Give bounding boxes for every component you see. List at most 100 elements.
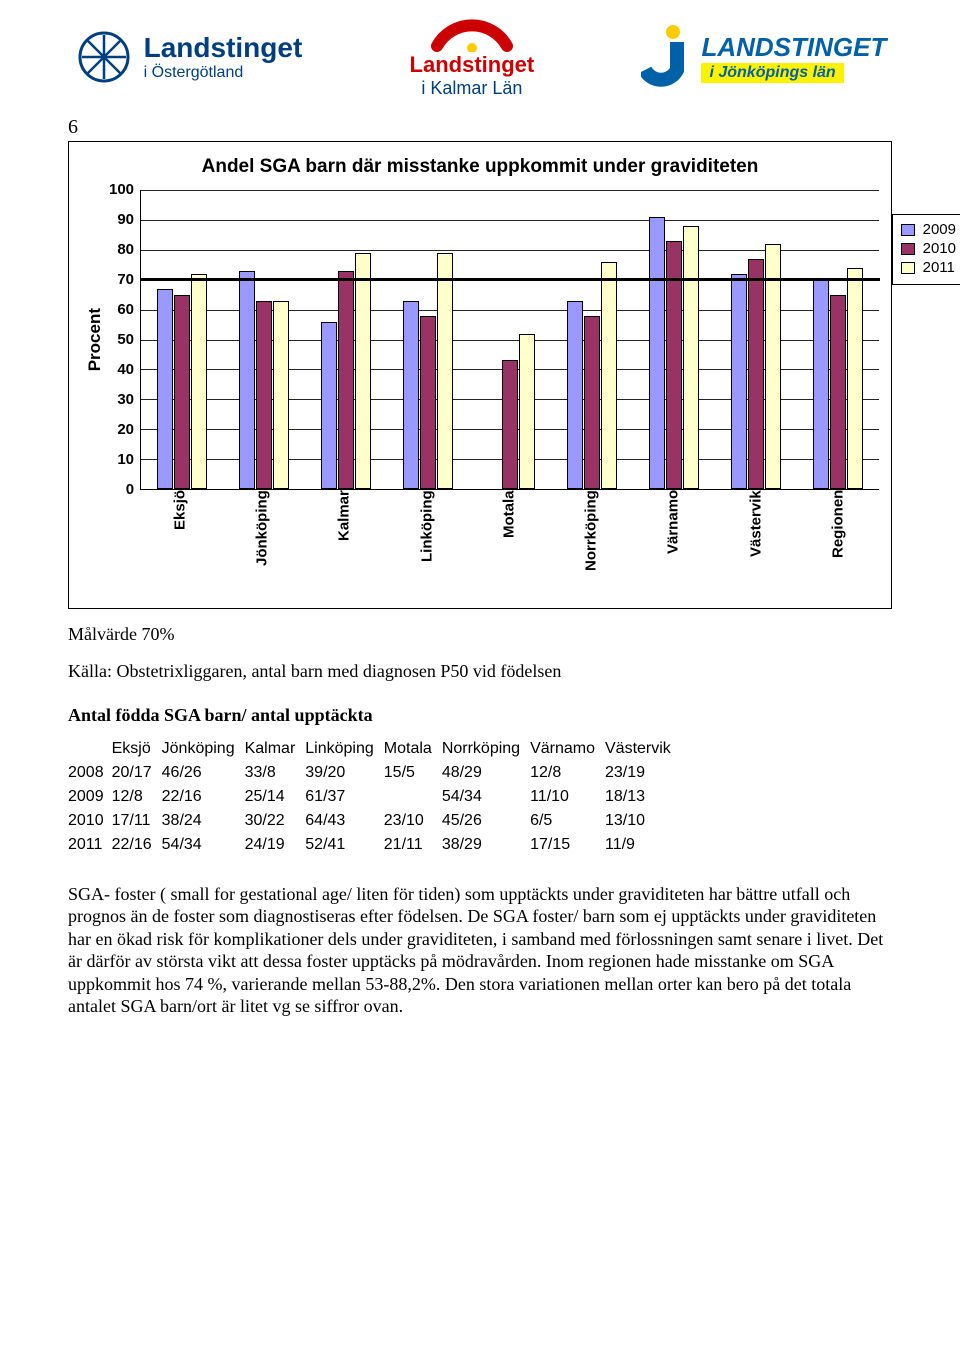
table-cell: 24/19 bbox=[245, 833, 306, 857]
table-cell: 21/11 bbox=[384, 833, 442, 857]
bar bbox=[519, 334, 535, 489]
bar bbox=[321, 322, 337, 489]
logo-kalmar: Landstinget i Kalmar Län bbox=[410, 16, 535, 99]
bar-group bbox=[223, 190, 305, 489]
bar bbox=[273, 301, 289, 489]
bar bbox=[191, 274, 207, 489]
table-header-cell: Jönköping bbox=[162, 737, 245, 761]
table-cell: 13/10 bbox=[605, 809, 681, 833]
bar bbox=[338, 271, 354, 489]
bar-group bbox=[551, 190, 633, 489]
legend-item: 2009 bbox=[901, 221, 956, 238]
bar bbox=[420, 316, 436, 489]
logo3-sub: i Jönköpings län bbox=[701, 63, 843, 83]
chart-title: Andel SGA barn där misstanke uppkommit u… bbox=[81, 156, 879, 178]
bar bbox=[649, 217, 665, 489]
x-axis-label: Värnamo bbox=[632, 490, 714, 590]
table-header-cell: Eksjö bbox=[112, 737, 162, 761]
table-cell: 46/26 bbox=[162, 761, 245, 785]
bar-group bbox=[633, 190, 715, 489]
page: Landstinget i Östergötland Landstinget i… bbox=[0, 0, 960, 1058]
bar bbox=[748, 259, 764, 489]
table-cell: 38/24 bbox=[162, 809, 245, 833]
table-cell: 22/16 bbox=[112, 833, 162, 857]
legend-label: 2011 bbox=[923, 259, 955, 276]
bar-group bbox=[387, 190, 469, 489]
x-axis-label: Regionen bbox=[797, 490, 879, 590]
table-cell: 25/14 bbox=[245, 785, 306, 809]
table-cell: 23/10 bbox=[384, 809, 442, 833]
table-cell: 39/20 bbox=[305, 761, 384, 785]
bar-group bbox=[141, 190, 223, 489]
table-cell: 2011 bbox=[68, 833, 112, 857]
table-row: 200912/822/1625/1461/3754/3411/1018/13 bbox=[68, 785, 681, 809]
x-axis-label: Eksjö bbox=[139, 490, 221, 590]
bar-group bbox=[715, 190, 797, 489]
table-header-cell: Västervik bbox=[605, 737, 681, 761]
bar bbox=[683, 226, 699, 489]
bar-groups bbox=[141, 190, 879, 489]
below-chart-text: Målvärde 70% Källa: Obstetrixliggaren, a… bbox=[68, 623, 892, 1018]
table-cell: 30/22 bbox=[245, 809, 306, 833]
table-cell: 61/37 bbox=[305, 785, 384, 809]
bar bbox=[403, 301, 419, 489]
table-cell: 2008 bbox=[68, 761, 112, 785]
table-cell bbox=[384, 785, 442, 809]
table-cell: 33/8 bbox=[245, 761, 306, 785]
x-axis-label: Kalmar bbox=[303, 490, 385, 590]
table-cell: 12/8 bbox=[530, 761, 605, 785]
chart-container: Andel SGA barn där misstanke uppkommit u… bbox=[68, 141, 892, 609]
table-header-cell: Motala bbox=[384, 737, 442, 761]
x-labels-row: EksjöJönköpingKalmarLinköpingMotalaNorrk… bbox=[81, 490, 879, 590]
logo1-sub: i Östergötland bbox=[144, 64, 303, 82]
bar bbox=[174, 295, 190, 489]
table-cell: 52/41 bbox=[305, 833, 384, 857]
y-axis-label: Procent bbox=[81, 308, 109, 371]
bar-group bbox=[305, 190, 387, 489]
legend-item: 2011 bbox=[901, 259, 956, 276]
target-line bbox=[140, 278, 880, 281]
x-axis-label: Jönköping bbox=[221, 490, 303, 590]
snowflake-icon bbox=[74, 27, 134, 87]
table-heading: Antal födda SGA barn/ antal upptäckta bbox=[68, 704, 892, 727]
bar-group bbox=[797, 190, 879, 489]
legend-swatch bbox=[901, 262, 915, 274]
table-row: 201017/1138/2430/2264/4323/1045/266/513/… bbox=[68, 809, 681, 833]
x-axis-label: Motala bbox=[468, 490, 550, 590]
table-header-cell: Värnamo bbox=[530, 737, 605, 761]
table-header-cell: Norrköping bbox=[442, 737, 530, 761]
x-axis-label: Norrköping bbox=[550, 490, 632, 590]
header-logos: Landstinget i Östergötland Landstinget i… bbox=[0, 0, 960, 110]
table-cell: 54/34 bbox=[162, 833, 245, 857]
bar bbox=[567, 301, 583, 489]
table-header-cell: Linköping bbox=[305, 737, 384, 761]
table-cell: 11/10 bbox=[530, 785, 605, 809]
bar bbox=[813, 280, 829, 489]
legend-label: 2010 bbox=[923, 240, 956, 257]
chart-legend: 2009 2010 2011 bbox=[892, 214, 960, 285]
logo-ostergotland: Landstinget i Östergötland bbox=[74, 27, 303, 87]
bar bbox=[584, 316, 600, 489]
bar bbox=[731, 274, 747, 489]
bar bbox=[256, 301, 272, 489]
legend-swatch bbox=[901, 243, 915, 255]
body-paragraph: SGA- foster ( small for gestational age/… bbox=[68, 883, 892, 1018]
page-number: 6 bbox=[0, 110, 960, 141]
arc-icon bbox=[427, 16, 517, 52]
table-cell: 18/13 bbox=[605, 785, 681, 809]
x-axis-label: Linköping bbox=[386, 490, 468, 590]
table-row: 200820/1746/2633/839/2015/548/2912/823/1… bbox=[68, 761, 681, 785]
table-cell: 45/26 bbox=[442, 809, 530, 833]
legend-label: 2009 bbox=[923, 221, 956, 238]
data-table: EksjöJönköpingKalmarLinköpingMotalaNorrk… bbox=[68, 737, 681, 857]
table-header-cell: Kalmar bbox=[245, 737, 306, 761]
table-cell: 23/19 bbox=[605, 761, 681, 785]
chart-plot-area bbox=[140, 190, 879, 490]
legend-item: 2010 bbox=[901, 240, 956, 257]
logo-jonkoping: LANDSTINGET i Jönköpings län bbox=[641, 24, 886, 90]
table-cell: 2010 bbox=[68, 809, 112, 833]
bar bbox=[157, 289, 173, 489]
bar-group bbox=[469, 190, 551, 489]
table-cell: 2009 bbox=[68, 785, 112, 809]
logo2-title: Landstinget bbox=[410, 52, 535, 78]
